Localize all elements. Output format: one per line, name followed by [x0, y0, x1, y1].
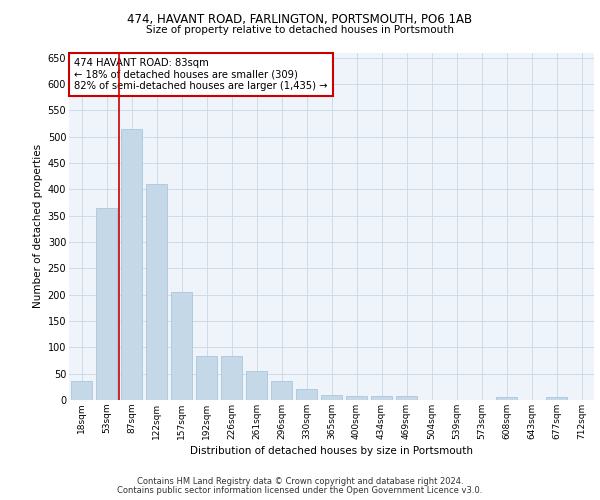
Text: 474 HAVANT ROAD: 83sqm
← 18% of detached houses are smaller (309)
82% of semi-de: 474 HAVANT ROAD: 83sqm ← 18% of detached…	[74, 58, 328, 91]
Bar	[496, 398, 517, 400]
Bar	[271, 380, 292, 400]
Bar	[546, 398, 567, 400]
Text: 474, HAVANT ROAD, FARLINGTON, PORTSMOUTH, PO6 1AB: 474, HAVANT ROAD, FARLINGTON, PORTSMOUTH…	[127, 12, 473, 26]
Bar	[346, 396, 367, 400]
Bar	[171, 292, 192, 400]
Bar	[296, 390, 317, 400]
X-axis label: Distribution of detached houses by size in Portsmouth: Distribution of detached houses by size …	[190, 446, 473, 456]
Bar	[396, 396, 417, 400]
Bar	[146, 184, 167, 400]
Bar	[196, 356, 217, 400]
Bar	[371, 396, 392, 400]
Bar	[96, 208, 117, 400]
Bar	[71, 380, 92, 400]
Text: Contains public sector information licensed under the Open Government Licence v3: Contains public sector information licen…	[118, 486, 482, 495]
Bar	[246, 371, 267, 400]
Text: Contains HM Land Registry data © Crown copyright and database right 2024.: Contains HM Land Registry data © Crown c…	[137, 477, 463, 486]
Bar	[121, 129, 142, 400]
Y-axis label: Number of detached properties: Number of detached properties	[34, 144, 43, 308]
Text: Size of property relative to detached houses in Portsmouth: Size of property relative to detached ho…	[146, 25, 454, 35]
Bar	[221, 356, 242, 400]
Bar	[321, 394, 342, 400]
